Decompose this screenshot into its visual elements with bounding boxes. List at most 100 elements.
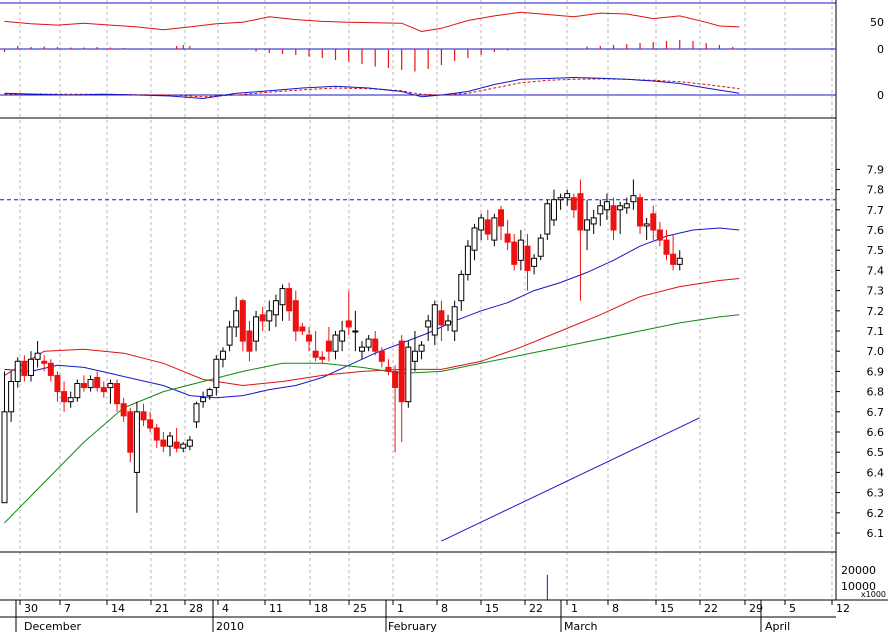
candle-body	[312, 350, 319, 358]
candle-body	[54, 374, 61, 393]
candle-body	[286, 288, 293, 312]
axis-labels: 6.1 6.2 6.3 6.4 6.5 6.6 6.7 6.8 6.9 7.0 7.1 7.2 7.3 7…	[0, 16, 886, 632]
candle	[630, 179, 637, 210]
day-label: 18	[314, 602, 328, 615]
candle	[140, 403, 147, 426]
candle-body	[557, 197, 564, 201]
rsi-panel	[0, 11, 836, 72]
candle-body	[610, 205, 617, 231]
price-tick-label: 7.3	[867, 285, 885, 298]
price-tick-label: 7.5	[867, 244, 885, 257]
candle-body	[603, 201, 610, 211]
candle-body	[114, 383, 121, 405]
rsi-histogram-bar	[176, 46, 178, 49]
rsi-histogram-bar	[493, 49, 495, 52]
price-tick-label: 6.9	[867, 365, 885, 378]
candle-body	[597, 205, 604, 215]
rsi-histogram-bar	[109, 47, 112, 49]
macd-panel	[4, 76, 740, 100]
rsi-histogram-bar	[268, 49, 270, 53]
rsi-tick-label: 50	[870, 16, 884, 29]
rsi-histogram-bar	[507, 49, 509, 51]
candle-body	[1, 411, 8, 504]
candle-body	[160, 439, 167, 447]
candle	[445, 314, 452, 331]
candle	[418, 341, 425, 360]
price-tick-label: 7.6	[867, 224, 885, 237]
candle	[160, 432, 167, 453]
candle	[411, 331, 418, 372]
candle-body	[570, 197, 577, 211]
candle	[471, 223, 478, 261]
candle-body	[590, 217, 597, 225]
candle-body	[200, 397, 207, 403]
candle-body	[292, 300, 299, 332]
rsi-histogram-bar	[83, 47, 85, 49]
candle	[650, 205, 657, 241]
rsi-histogram-bar	[467, 49, 469, 58]
candle	[80, 375, 87, 392]
candle	[405, 341, 412, 408]
candle-body	[319, 356, 326, 360]
rsi-histogram-bar	[348, 49, 350, 62]
candle-body	[41, 360, 48, 364]
candle	[517, 230, 524, 271]
candle	[213, 355, 220, 396]
candle	[100, 381, 107, 398]
candle-body	[511, 241, 518, 265]
candle-body	[226, 326, 233, 346]
candle-body	[378, 350, 385, 362]
price-tick-label: 6.5	[867, 446, 885, 459]
rsi-histogram-bar	[387, 49, 390, 68]
candle	[259, 306, 266, 331]
candle-body	[14, 360, 21, 382]
candle	[385, 359, 392, 376]
candle	[498, 205, 504, 241]
day-label: 12	[836, 602, 850, 615]
day-label: 29	[749, 602, 763, 615]
rsi-histogram-bar	[599, 46, 601, 49]
candle	[286, 282, 293, 321]
candle-body	[94, 376, 101, 389]
candle-body	[484, 219, 491, 235]
candle-body	[365, 338, 372, 348]
candle	[34, 341, 41, 368]
macd-line	[4, 76, 740, 100]
candle	[511, 234, 518, 271]
candle	[531, 254, 538, 275]
candle	[451, 300, 458, 342]
rsi-histogram-bar	[665, 41, 668, 49]
month-label: 2010	[216, 620, 244, 632]
candle	[491, 213, 498, 247]
candle-body	[127, 411, 134, 453]
day-label: 15	[660, 602, 674, 615]
candle	[577, 179, 584, 301]
candle-body	[630, 195, 637, 203]
candle	[478, 213, 485, 241]
candle-body	[206, 389, 213, 397]
candle	[94, 371, 101, 392]
candle	[564, 189, 571, 206]
candle	[365, 335, 372, 352]
candle	[352, 310, 359, 352]
rsi-histogram-bar	[255, 49, 257, 52]
candle	[524, 234, 531, 291]
candle	[584, 199, 591, 251]
rsi-histogram-bar	[56, 47, 59, 49]
candle	[637, 193, 644, 235]
candle	[87, 375, 94, 392]
rsi-histogram-bar	[732, 47, 734, 49]
candle-body	[120, 403, 127, 417]
candle	[537, 234, 544, 261]
candle-body	[74, 383, 81, 399]
month-label: December	[24, 620, 82, 632]
candle-body	[233, 310, 240, 328]
candle-body	[272, 300, 279, 316]
candle-body	[147, 419, 154, 429]
candle-body	[186, 439, 193, 447]
candle	[603, 193, 610, 220]
candle	[431, 300, 438, 346]
rsi-histogram-bar	[30, 47, 32, 49]
candle	[54, 371, 61, 402]
candle	[643, 217, 650, 241]
